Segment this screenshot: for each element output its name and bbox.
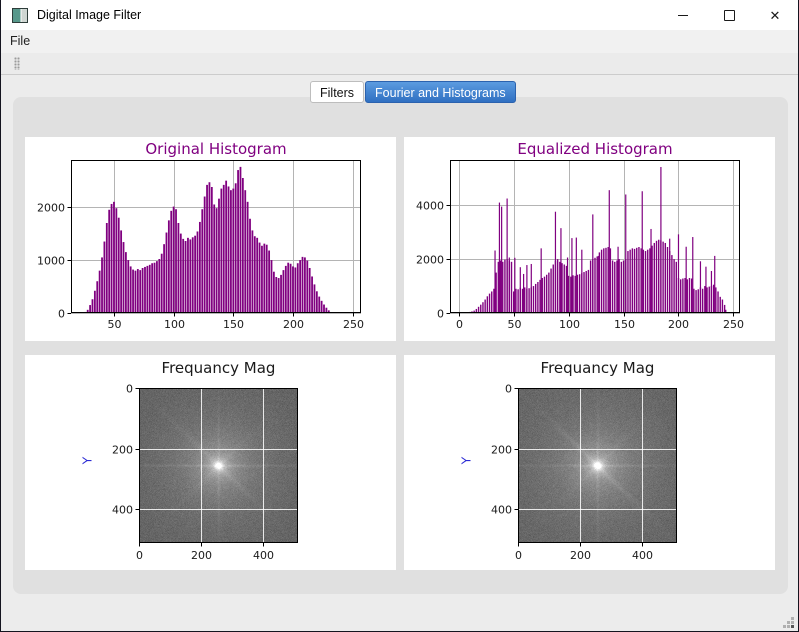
figure-original-histogram: Original Histogram <box>25 137 396 341</box>
tab-bar: Filters Fourier and Histograms <box>310 81 516 103</box>
tool-bar <box>1 53 798 75</box>
tab-fourier-and-histograms[interactable]: Fourier and Histograms <box>365 81 516 103</box>
resize-grip[interactable] <box>782 616 795 629</box>
window-controls: ✕ <box>660 0 798 30</box>
close-icon: ✕ <box>769 7 781 23</box>
canvas-hist-original <box>25 137 396 341</box>
figure-equalized-histogram: Equalized Histogram <box>404 137 775 341</box>
figure-frequency-mag-right: Frequancy Mag Y <box>404 355 775 570</box>
close-button[interactable]: ✕ <box>752 0 798 30</box>
frequency-mag-left-title: Frequancy Mag <box>161 359 276 377</box>
frequency-mag-right-title: Frequancy Mag <box>540 359 655 377</box>
title-bar: Digital Image Filter ✕ <box>1 0 798 30</box>
canvas-fft-left <box>25 355 396 570</box>
tab-content-panel: Original Histogram Equalized Histogram F… <box>13 97 788 594</box>
frequency-mag-right-ylabel: Y <box>458 456 474 465</box>
figure-frequency-mag-left: Frequancy Mag Y <box>25 355 396 570</box>
app-icon <box>12 7 28 23</box>
original-histogram-title: Original Histogram <box>145 140 287 158</box>
canvas-hist-equalized <box>404 137 775 341</box>
canvas-fft-right <box>404 355 775 570</box>
minimize-icon <box>678 14 688 16</box>
frequency-mag-left-ylabel: Y <box>79 456 95 465</box>
maximize-button[interactable] <box>706 0 752 30</box>
menu-item-file[interactable]: File <box>10 34 31 48</box>
equalized-histogram-title: Equalized Histogram <box>517 140 673 158</box>
maximize-icon <box>723 9 735 21</box>
toolbar-grip-handle[interactable] <box>14 57 20 70</box>
tab-filters[interactable]: Filters <box>310 81 365 103</box>
window-title: Digital Image Filter <box>37 8 142 22</box>
menu-bar: File <box>1 30 798 53</box>
minimize-button[interactable] <box>660 0 706 30</box>
